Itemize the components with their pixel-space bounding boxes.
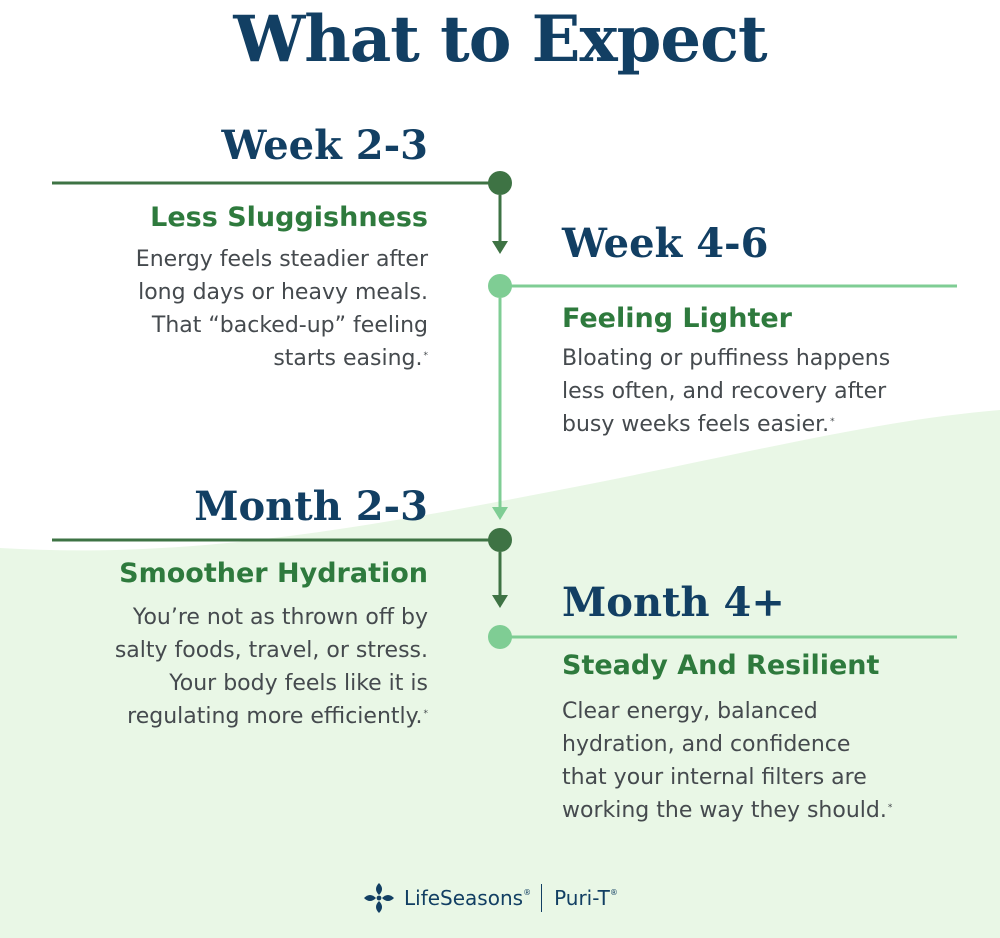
body-line: Your body feels like it is: [169, 671, 428, 696]
footnote-mark: *: [423, 351, 429, 361]
body-line: less often, and recovery after: [562, 379, 887, 404]
lifeseasons-logo-icon: [364, 883, 394, 913]
period-month-2-3: Month 2-3: [194, 483, 428, 530]
product-name-text: Puri-T: [554, 886, 610, 910]
heading-smoother-hydration: Smoother Hydration: [119, 558, 428, 589]
brand-name-text: LifeSeasons: [404, 886, 524, 910]
body-line: that your internal filters are: [562, 765, 867, 790]
period-week-4-6: Week 4-6: [562, 220, 769, 267]
body-line: long days or heavy meals.: [138, 280, 428, 305]
registered-mark: ®: [523, 888, 532, 897]
footnote-mark: *: [887, 803, 893, 813]
body-line: salty foods, travel, or stress.: [114, 638, 428, 663]
body-line-last: busy weeks feels easier.*: [562, 408, 890, 441]
body-line: regulating more efficiently.: [127, 704, 423, 729]
period-month-4: Month 4+: [562, 579, 785, 626]
body-line: Clear energy, balanced: [562, 699, 818, 724]
body-month-2-3: You’re not as thrown off by salty foods,…: [115, 601, 428, 733]
footnote-mark: *: [830, 417, 835, 427]
body-line-last: regulating more efficiently.*: [115, 700, 428, 733]
body-line: Energy feels steadier after: [135, 247, 428, 272]
body-week-2-3: Energy feels steadier after long days or…: [136, 243, 428, 375]
body-line-last: working the way they should.*: [562, 794, 892, 827]
page-title: What to Expect: [233, 2, 767, 77]
period-week-2-3: Week 2-3: [221, 122, 428, 169]
footnote-mark: *: [423, 709, 429, 719]
registered-mark: ®: [609, 888, 618, 897]
body-line: You’re not as thrown off by: [132, 605, 428, 630]
footer-branding: LifeSeasons® Puri-T®: [360, 878, 650, 918]
body-line: working the way they should.: [562, 798, 887, 823]
body-line: starts easing.: [273, 346, 423, 371]
heading-steady-and-resilient: Steady And Resilient: [562, 650, 880, 681]
body-line: That “backed-up” feeling: [151, 313, 428, 338]
heading-less-sluggishness: Less Sluggishness: [150, 202, 428, 233]
body-week-4-6: Bloating or puffiness happens less often…: [562, 342, 890, 441]
product-name: Puri-T®: [554, 886, 618, 910]
brand-separator: [541, 884, 543, 912]
body-line: hydration, and confidence: [562, 732, 851, 757]
body-line: Bloating or puffiness happens: [562, 346, 891, 371]
body-line: busy weeks feels easier.: [562, 412, 830, 437]
body-line-last: starts easing.*: [136, 342, 428, 375]
heading-feeling-lighter: Feeling Lighter: [562, 303, 792, 334]
brand-name: LifeSeasons®: [404, 886, 531, 910]
body-month-4: Clear energy, balanced hydration, and co…: [562, 695, 892, 827]
